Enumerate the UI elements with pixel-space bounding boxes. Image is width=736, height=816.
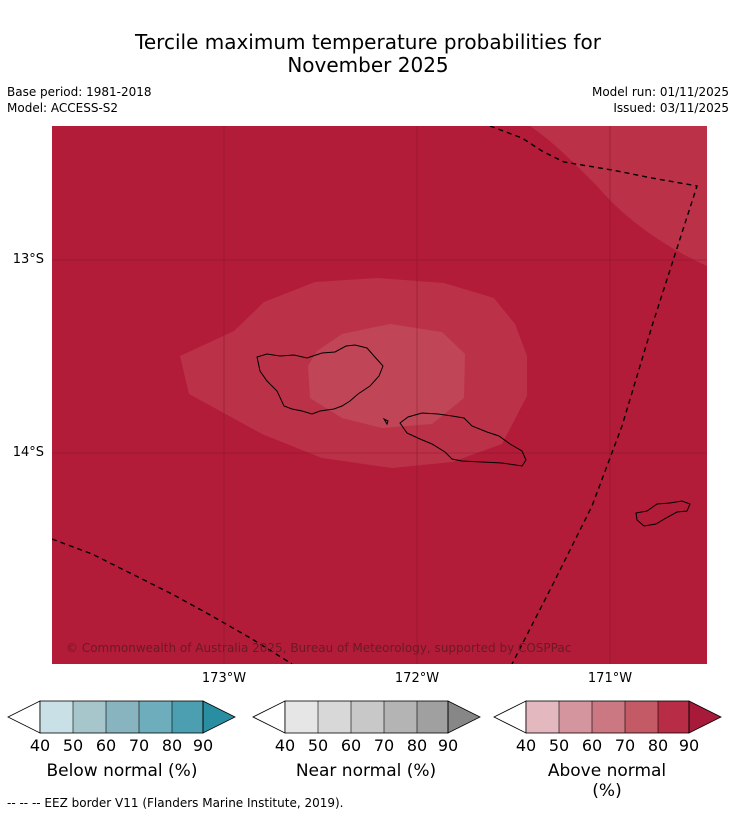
lon-label-171w: 171°W — [587, 671, 633, 686]
title-line-1: Tercile maximum temperature probabilitie… — [135, 30, 601, 54]
colorbar-near-svg — [252, 700, 481, 734]
cb-near-seg-4 — [384, 701, 417, 733]
lat-label-14s: 14°S — [12, 445, 44, 460]
tick: 90 — [678, 736, 700, 755]
colorbar-near-label: Near normal (%) — [295, 761, 437, 781]
tick: 40 — [29, 736, 51, 755]
cb-above-seg-4 — [625, 701, 658, 733]
lat-label-13s: 13°S — [12, 252, 44, 267]
island-tutuila — [635, 500, 691, 527]
colorbar-below-svg — [7, 700, 236, 734]
cb-above-seg-5 — [658, 701, 689, 733]
meta-right: Model run: 01/11/2025 Issued: 03/11/2025 — [592, 84, 729, 116]
tick: 60 — [581, 736, 603, 755]
cb-near-min — [252, 700, 286, 734]
cb-near-seg-5 — [417, 701, 448, 733]
copyright-notice: © Commonwealth of Australia 2025, Bureau… — [66, 641, 572, 655]
cb-below-seg-2 — [73, 701, 106, 733]
model-run: Model run: 01/11/2025 — [591, 85, 729, 99]
probability-zone-core — [308, 324, 465, 428]
tick: 40 — [274, 736, 296, 755]
tick: 50 — [307, 736, 329, 755]
colorbar-above — [493, 700, 723, 736]
map-panel — [52, 126, 707, 664]
cb-near-seg-1 — [285, 701, 318, 733]
map-title: Tercile maximum temperature probabilitie… — [0, 31, 736, 77]
cb-above-min — [493, 700, 527, 734]
cb-below-min — [7, 700, 41, 734]
colorbar-below-label: Below normal (%) — [46, 761, 198, 781]
lon-label-173w: 173°W — [201, 671, 247, 686]
meta-left: Base period: 1981-2018 Model: ACCESS-S2 — [7, 84, 152, 116]
base-period: Base period: 1981-2018 — [7, 85, 152, 99]
lon-label-172w: 172°W — [394, 671, 440, 686]
colorbar-near — [252, 700, 482, 736]
tick: 60 — [95, 736, 117, 755]
cb-below-seg-1 — [40, 701, 73, 733]
tick: 70 — [128, 736, 150, 755]
tick: 40 — [515, 736, 537, 755]
island-savaii — [256, 344, 384, 415]
eez-border — [52, 126, 698, 664]
cb-below-seg-5 — [172, 701, 203, 733]
cb-above-seg-3 — [592, 701, 625, 733]
island-manono — [382, 417, 389, 426]
tick: 90 — [192, 736, 214, 755]
cb-above-max — [688, 700, 722, 734]
tick: 50 — [62, 736, 84, 755]
cb-below-seg-3 — [106, 701, 139, 733]
map-svg — [52, 126, 707, 664]
colorbar-above-label: Above normal (%) — [547, 761, 667, 801]
cb-above-seg-1 — [526, 701, 559, 733]
tick: 80 — [161, 736, 183, 755]
tick: 80 — [647, 736, 669, 755]
cb-above-seg-2 — [559, 701, 592, 733]
issued-date: Issued: 03/11/2025 — [613, 101, 729, 115]
model-name: Model: ACCESS-S2 — [7, 101, 119, 115]
cb-below-seg-4 — [139, 701, 172, 733]
tick: 70 — [373, 736, 395, 755]
tick: 80 — [406, 736, 428, 755]
cb-near-seg-3 — [351, 701, 384, 733]
cb-near-seg-2 — [318, 701, 351, 733]
eez-footnote: -- -- -- EEZ border V11 (Flanders Marine… — [7, 796, 344, 810]
colorbar-below — [7, 700, 237, 736]
tick: 70 — [614, 736, 636, 755]
probability-zone-northeast — [530, 126, 707, 266]
cb-below-max — [202, 700, 236, 734]
title-line-2: November 2025 — [287, 53, 449, 77]
tick: 60 — [340, 736, 362, 755]
map-gridlines — [52, 126, 707, 664]
colorbar-above-svg — [493, 700, 722, 734]
tick: 50 — [548, 736, 570, 755]
coastlines — [256, 344, 691, 527]
tick: 90 — [437, 736, 459, 755]
cb-near-max — [447, 700, 481, 734]
island-upolu — [399, 412, 527, 467]
